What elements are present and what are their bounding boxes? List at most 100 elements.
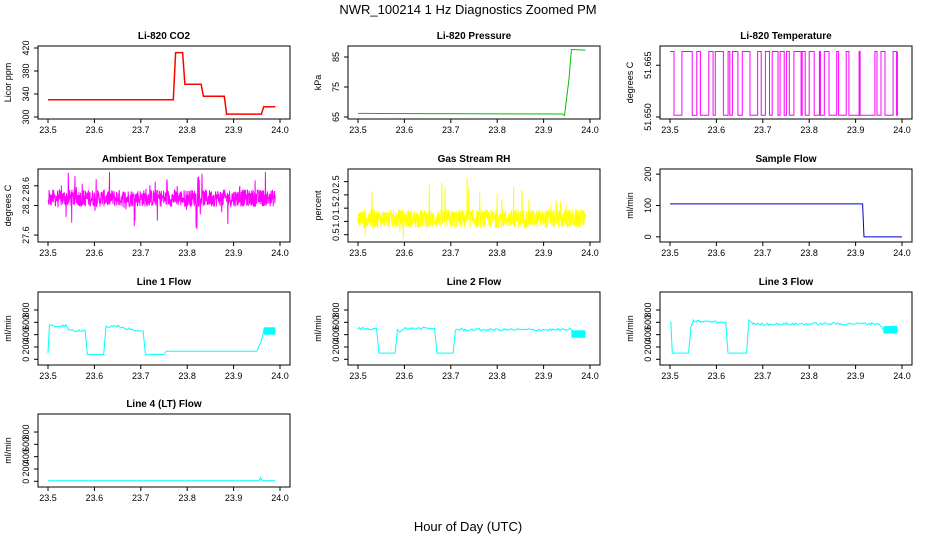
x-tick-label: 24.0 [893, 371, 911, 381]
series-band [571, 330, 586, 338]
y-tick-label: 85 [331, 52, 341, 62]
x-tick-label: 23.9 [535, 125, 553, 135]
x-tick-label: 23.6 [708, 248, 726, 258]
series-band [263, 327, 276, 335]
y-axis-label: ml/min [3, 315, 13, 342]
chart-sample-flow: Sample Flow ml/min 23.5 23.6 23.7 23.8 23.9 24.… [625, 154, 913, 258]
y-tick-label: 27.6 [21, 226, 31, 244]
plot-frame [347, 168, 601, 243]
y-axis-label: degrees C [625, 61, 635, 103]
y-tick-label: 400 [643, 327, 653, 342]
x-tick-label: 23.6 [708, 371, 726, 381]
series-line [357, 326, 586, 354]
x-tick-label: 23.9 [535, 248, 553, 258]
x-tick-label: 23.5 [39, 248, 57, 258]
x-tick-label: 23.5 [661, 248, 679, 258]
y-tick-label: 200 [331, 339, 341, 354]
y-tick-label: 1.5 [331, 202, 341, 215]
y-tick-label: 0 [331, 357, 341, 362]
y-tick-label: 2.5 [331, 175, 341, 188]
x-tick-label: 24.0 [581, 125, 599, 135]
chart-title: Line 2 Flow [447, 277, 502, 288]
chart-li-820-pressure: Li-820 Pressure kPa 23.5 23.6 23.7 23.8 23.9 24… [313, 31, 601, 135]
y-tick-label: 2.0 [331, 189, 341, 202]
plot-frame [347, 291, 601, 366]
x-tick-label: 23.8 [178, 371, 196, 381]
plot-frame [37, 45, 291, 120]
y-axis-label: Licor ppm [3, 63, 13, 103]
x-tick-label: 23.9 [535, 371, 553, 381]
x-tick-label: 23.8 [488, 371, 506, 381]
y-tick-label: 0 [21, 479, 31, 484]
plot-frame [659, 291, 913, 366]
x-tick-label: 23.7 [132, 248, 150, 258]
chart-title: Line 3 Flow [759, 277, 814, 288]
x-tick-label: 24.0 [271, 493, 289, 503]
chart-li-820-temperature: Li-820 Temperature degrees C 23.5 23.6 23.7 2… [625, 31, 913, 135]
x-tick-label: 23.9 [225, 125, 243, 135]
chart-line-2-flow: Line 2 Flow ml/min 23.5 23.6 23.7 23.8 23.9 24.… [313, 277, 601, 381]
y-tick-label: 600 [21, 437, 31, 452]
y-tick-label: 800 [21, 425, 31, 440]
x-tick-label: 23.6 [396, 248, 414, 258]
x-tick-label: 23.8 [488, 125, 506, 135]
series-line [47, 323, 276, 355]
y-tick-label: 300 [21, 109, 31, 124]
x-tick-label: 23.7 [754, 248, 772, 258]
y-tick-label: 800 [643, 303, 653, 318]
plot-frame [37, 168, 291, 243]
x-tick-label: 23.6 [86, 493, 104, 503]
x-tick-label: 23.9 [847, 125, 865, 135]
y-tick-label: 380 [21, 63, 31, 78]
x-tick-label: 23.7 [754, 125, 772, 135]
y-tick-label: 28.2 [21, 197, 31, 215]
y-tick-label: 200 [643, 339, 653, 354]
series-line [47, 171, 276, 229]
x-tick-label: 24.0 [271, 125, 289, 135]
x-tick-label: 23.9 [847, 371, 865, 381]
x-tick-label: 23.5 [349, 125, 367, 135]
x-tick-label: 23.9 [225, 493, 243, 503]
x-tick-label: 23.7 [132, 125, 150, 135]
y-axis-label: ml/min [625, 192, 635, 219]
y-tick-label: 1.0 [331, 215, 341, 228]
plot-frame [37, 291, 291, 366]
x-tick-label: 24.0 [271, 248, 289, 258]
series-line [670, 318, 898, 354]
series-line [670, 51, 898, 116]
y-tick-label: 600 [331, 315, 341, 330]
x-tick-label: 23.8 [488, 248, 506, 258]
x-tick-label: 23.8 [178, 493, 196, 503]
x-tick-label: 23.6 [86, 371, 104, 381]
y-tick-label: 0 [21, 357, 31, 362]
chart-title: Li-820 CO2 [138, 31, 191, 42]
y-tick-label: 0 [643, 234, 653, 239]
x-tick-label: 23.6 [396, 371, 414, 381]
y-tick-label: 65 [331, 112, 341, 122]
chart-line-1-flow: Line 1 Flow ml/min 23.5 23.6 23.7 23.8 23.9 24.… [3, 277, 291, 381]
x-tick-label: 24.0 [893, 125, 911, 135]
y-axis-label: percent [313, 190, 323, 221]
x-tick-label: 23.7 [754, 371, 772, 381]
x-tick-label: 23.9 [847, 248, 865, 258]
x-tick-label: 23.7 [442, 371, 460, 381]
series-line [48, 476, 276, 482]
x-tick-label: 23.7 [132, 371, 150, 381]
x-tick-label: 23.6 [396, 125, 414, 135]
plot-frame [659, 168, 913, 243]
y-tick-label: 600 [643, 315, 653, 330]
x-tick-label: 23.8 [800, 371, 818, 381]
plot-frame [347, 45, 601, 120]
y-axis-label: ml/min [3, 437, 13, 464]
y-tick-label: 0 [643, 357, 653, 362]
y-tick-label: 200 [21, 461, 31, 476]
chart-li-820-co2: Li-820 CO2 Licor ppm 23.5 23.6 23.7 23.8 23.9 2… [3, 31, 291, 135]
chart-line-3-flow: Line 3 Flow ml/min 23.5 23.6 23.7 23.8 23.9 24.… [625, 277, 913, 381]
y-tick-label: 800 [21, 303, 31, 318]
series-band [883, 326, 898, 334]
y-tick-label: 400 [21, 327, 31, 342]
x-tick-label: 23.8 [178, 248, 196, 258]
x-tick-label: 24.0 [581, 371, 599, 381]
y-tick-label: 200 [21, 339, 31, 354]
